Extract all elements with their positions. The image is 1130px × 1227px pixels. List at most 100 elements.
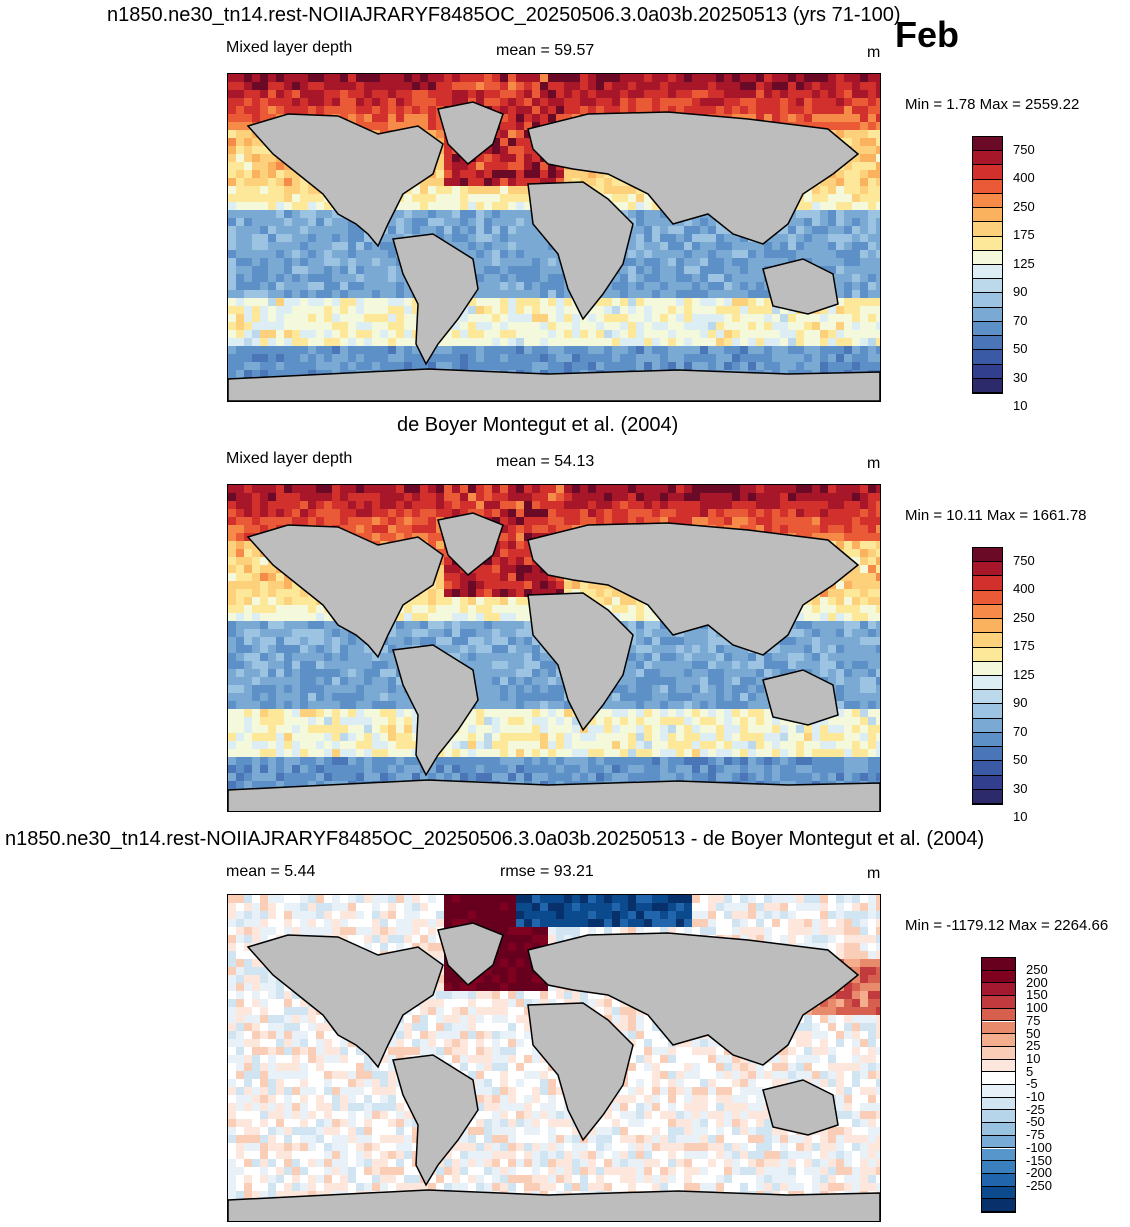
field-cell [756, 74, 764, 82]
field-cell [700, 346, 708, 354]
field-cell [508, 202, 516, 210]
field-cell [868, 274, 876, 282]
field-cell [492, 338, 500, 346]
field-cell [868, 90, 876, 98]
field-cell [252, 573, 260, 581]
field-cell [876, 138, 880, 146]
field-cell [236, 330, 244, 338]
field-cell [620, 509, 628, 517]
field-cell [612, 74, 620, 82]
field-cell [476, 98, 484, 106]
field-cell [236, 170, 244, 178]
field-cell [844, 258, 852, 266]
continent-outline [228, 368, 880, 401]
field-cell [668, 234, 676, 242]
field-cell [628, 493, 636, 501]
field-cell [516, 330, 524, 338]
panel2-minmax-label: Min = 10.11 Max = 1661.78 [905, 507, 1087, 524]
field-cell [316, 202, 324, 210]
field-cell [236, 130, 244, 138]
field-cell [388, 330, 396, 338]
field-cell [596, 298, 604, 306]
field-cell [804, 493, 812, 501]
field-cell [700, 362, 708, 370]
field-cell [276, 354, 284, 362]
field-cell [580, 509, 588, 517]
field-cell [516, 565, 524, 573]
field-cell [484, 82, 492, 90]
field-cell [292, 330, 300, 338]
field-cell [676, 298, 684, 306]
field-cell [700, 258, 708, 266]
field-cell [260, 525, 268, 533]
field-cell [300, 370, 308, 378]
field-cell [836, 330, 844, 338]
field-cell [876, 130, 880, 138]
field-cell [636, 322, 644, 330]
field-cell [604, 98, 612, 106]
field-cell [428, 226, 436, 234]
field-cell [780, 114, 788, 122]
field-cell [540, 314, 548, 322]
field-cell [404, 298, 412, 306]
field-cell [260, 565, 268, 573]
field-cell [540, 517, 548, 525]
field-cell [868, 258, 876, 266]
field-cell [260, 274, 268, 282]
field-cell [772, 114, 780, 122]
field-cell [836, 589, 844, 597]
field-cell [244, 605, 252, 613]
field-cell [724, 82, 732, 90]
field-cell [276, 98, 284, 106]
field-cell [260, 186, 268, 194]
field-cell [244, 597, 252, 605]
field-cell [764, 258, 772, 266]
field-cell [740, 242, 748, 250]
field-cell [412, 106, 420, 114]
field-cell [316, 106, 324, 114]
field-cell [252, 362, 260, 370]
field-cell [844, 74, 852, 82]
field-cell [332, 362, 340, 370]
field-cell [516, 338, 524, 346]
field-cell [396, 290, 404, 298]
field-cell [844, 605, 852, 613]
field-cell [516, 621, 524, 629]
field-cell [244, 581, 252, 589]
field-cell [444, 597, 452, 605]
field-cell [348, 90, 356, 98]
field-cell [876, 98, 880, 106]
field-cell [548, 354, 556, 362]
field-cell [668, 485, 676, 493]
field-cell [228, 194, 236, 202]
field-cell [836, 629, 844, 637]
field-cell [372, 266, 380, 274]
field-cell [380, 525, 388, 533]
field-cell [436, 186, 444, 194]
field-cell [372, 525, 380, 533]
field-cell [412, 306, 420, 314]
field-cell [700, 517, 708, 525]
field-cell [308, 314, 316, 322]
field-cell [548, 330, 556, 338]
field-cell [404, 74, 412, 82]
field-cell [412, 90, 420, 98]
field-cell [748, 114, 756, 122]
field-cell [804, 338, 812, 346]
field-cell [692, 218, 700, 226]
field-cell [284, 234, 292, 242]
field-cell [732, 258, 740, 266]
field-cell [500, 533, 508, 541]
field-cell [404, 621, 412, 629]
field-cell [508, 517, 516, 525]
field-cell [476, 330, 484, 338]
panel1-mean-label: mean = 59.57 [496, 42, 595, 59]
field-cell [228, 90, 236, 98]
field-cell [252, 74, 260, 82]
field-cell [812, 74, 820, 82]
field-cell [324, 613, 332, 621]
field-cell [292, 314, 300, 322]
field-cell [412, 226, 420, 234]
field-cell [316, 274, 324, 282]
field-cell [412, 509, 420, 517]
